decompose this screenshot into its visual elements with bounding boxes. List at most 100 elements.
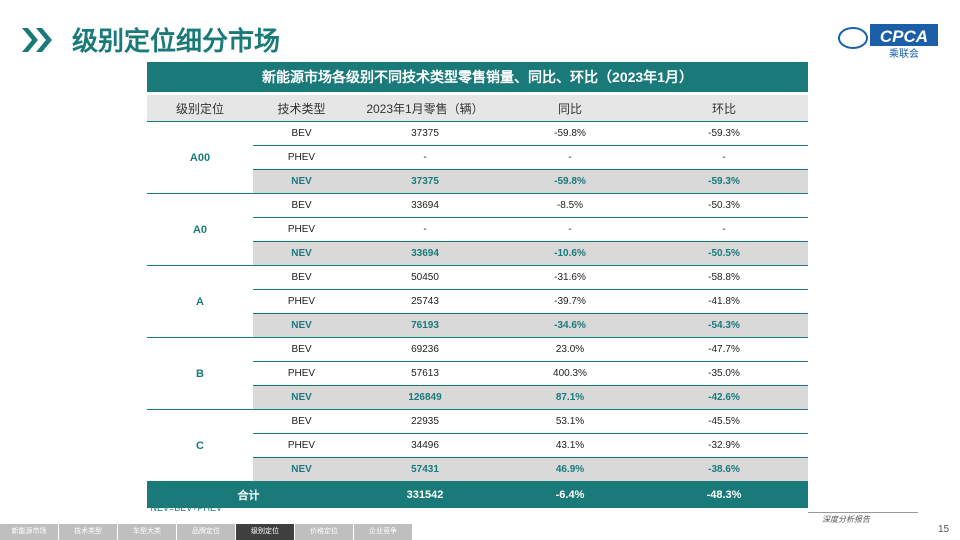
nav-bar: 新能源市场 技术类型 车型大类 品牌定位 级别定位 价格定位 企业竞争 [0, 524, 413, 540]
logo-text: CPCA [880, 27, 928, 46]
table-cell: NEV [253, 313, 350, 338]
table-row: NEV 33694 -10.6% -50.5% [147, 241, 808, 266]
table-cell: BEV [253, 409, 350, 434]
table-cell: -10.6% [500, 241, 640, 266]
table-cell: -58.8% [640, 265, 808, 290]
report-label: 深度分析报告 [822, 515, 870, 524]
table-row: NEV 76193 -34.6% -54.3% [147, 313, 808, 338]
level-cell: A [147, 265, 253, 338]
nav-tab[interactable]: 车型大类 [118, 524, 177, 540]
table-row: PHEV 57613 400.3% -35.0% [147, 361, 808, 386]
column-header: 技术类型 [253, 93, 350, 122]
table-cell: -50.5% [640, 241, 808, 266]
table-cell: BEV [253, 121, 350, 146]
page-number: 15 [938, 524, 950, 535]
nav-tab[interactable]: 品牌定位 [177, 524, 236, 540]
table-cell: BEV [253, 193, 350, 218]
table-cell: -35.0% [640, 361, 808, 386]
table-cell: -38.6% [640, 457, 808, 482]
table-cell: NEV [253, 241, 350, 266]
table-cell: NEV [253, 169, 350, 194]
table-cell: - [350, 145, 500, 170]
nav-tab[interactable]: 技术类型 [59, 524, 118, 540]
footnote: *NEV=BEV+PHEV [147, 503, 223, 513]
table-cell: 34496 [350, 433, 500, 458]
table-cell: PHEV [253, 145, 350, 170]
logo-subtext: 乘联会 [889, 47, 919, 60]
level-cell: A0 [147, 193, 253, 266]
table-cell: 37375 [350, 121, 500, 146]
table-cell: -59.8% [500, 121, 640, 146]
level-cell: A00 [147, 121, 253, 194]
table-cell: 400.3% [500, 361, 640, 386]
table-cell: PHEV [253, 289, 350, 314]
table-cell: -42.6% [640, 385, 808, 410]
table-cell: -39.7% [500, 289, 640, 314]
table-cell: 25743 [350, 289, 500, 314]
table-row: PHEV - - - [147, 217, 808, 242]
table-cell: -31.6% [500, 265, 640, 290]
column-header: 同比 [500, 93, 640, 122]
table-cell: 76193 [350, 313, 500, 338]
table-title: 新能源市场各级别不同技术类型零售销量、同比、环比（2023年1月） [147, 62, 808, 95]
table-cell: NEV [253, 457, 350, 482]
table-cell: 43.1% [500, 433, 640, 458]
table-cell: - [640, 217, 808, 242]
nav-tab[interactable]: 级别定位 [236, 524, 295, 540]
table-row: C BEV 22935 53.1% -45.5% [147, 409, 808, 482]
table-cell: 46.9% [500, 457, 640, 482]
nav-tab[interactable]: 新能源市场 [0, 524, 59, 540]
logo-mark [838, 27, 868, 49]
logo-box [870, 24, 938, 46]
table-cell: -47.7% [640, 337, 808, 362]
table-cell: 33694 [350, 241, 500, 266]
header-row: 级别定位 技术类型 2023年1月零售（辆） 同比 环比 [147, 93, 808, 122]
column-header: 级别定位 [147, 93, 253, 122]
table-row: PHEV 34496 43.1% -32.9% [147, 433, 808, 458]
table-cell: PHEV [253, 361, 350, 386]
table-cell: - [640, 145, 808, 170]
table-cell: 37375 [350, 169, 500, 194]
table-cell: 69236 [350, 337, 500, 362]
table-row: A BEV 50450 -31.6% -58.8% [147, 265, 808, 338]
table-cell: -54.3% [640, 313, 808, 338]
total-cell: 331542 [350, 481, 500, 508]
table-row: PHEV 25743 -39.7% -41.8% [147, 289, 808, 314]
table-cell: -34.6% [500, 313, 640, 338]
table-row: NEV 126849 87.1% -42.6% [147, 385, 808, 410]
table-cell: -32.9% [640, 433, 808, 458]
table-cell: -41.8% [640, 289, 808, 314]
total-cell: -48.3% [640, 481, 808, 508]
table-cell: 53.1% [500, 409, 640, 434]
table-cell: -8.5% [500, 193, 640, 218]
table-cell: 57431 [350, 457, 500, 482]
table-cell: -59.8% [500, 169, 640, 194]
total-cell: 合计 [147, 481, 350, 508]
column-header: 2023年1月零售（辆） [350, 93, 500, 122]
table-cell: 50450 [350, 265, 500, 290]
table-cell: BEV [253, 337, 350, 362]
table-cell: - [350, 217, 500, 242]
table-row: B BEV 69236 23.0% -47.7% [147, 337, 808, 410]
table-row: A00 BEV 37375 -59.8% -59.3% [147, 121, 808, 194]
data-table: 新能源市场各级别不同技术类型零售销量、同比、环比（2023年1月） 级别定位 技术类… [147, 62, 808, 508]
table-cell: NEV [253, 385, 350, 410]
table-cell: - [500, 145, 640, 170]
table-row: NEV 57431 46.9% -38.6% [147, 457, 808, 482]
total-cell: -6.4% [500, 481, 640, 508]
nav-tab[interactable]: 价格定位 [295, 524, 354, 540]
table-cell: BEV [253, 265, 350, 290]
table-cell: PHEV [253, 433, 350, 458]
table-cell: -59.3% [640, 169, 808, 194]
level-cell: C [147, 409, 253, 482]
table-cell: - [500, 217, 640, 242]
level-cell: B [147, 337, 253, 410]
nav-tab[interactable]: 企业竞争 [354, 524, 413, 540]
table-row: NEV 37375 -59.8% -59.3% [147, 169, 808, 194]
table-row: PHEV - - - [147, 145, 808, 170]
chevron-icon [22, 28, 52, 52]
table-row: A0 BEV 33694 -8.5% -50.3% [147, 193, 808, 266]
table-cell: 57613 [350, 361, 500, 386]
column-header: 环比 [640, 93, 808, 122]
